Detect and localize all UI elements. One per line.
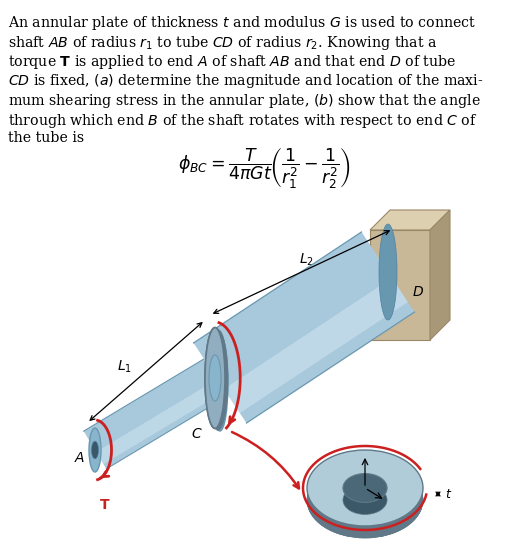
Ellipse shape (307, 462, 423, 538)
Ellipse shape (92, 441, 98, 459)
Ellipse shape (205, 327, 225, 429)
Text: $D$: $D$ (412, 285, 424, 299)
Text: $L_2$: $L_2$ (299, 252, 314, 268)
Ellipse shape (307, 450, 423, 526)
Ellipse shape (208, 330, 228, 430)
Ellipse shape (209, 355, 221, 401)
Text: torque $\mathbf{T}$ is applied to end $A$ of shaft $AB$ and that end $D$ of tube: torque $\mathbf{T}$ is applied to end $A… (8, 53, 456, 71)
Polygon shape (96, 380, 223, 464)
Text: An annular plate of thickness $t$ and modulus $G$ is used to connect: An annular plate of thickness $t$ and mo… (8, 14, 476, 32)
Polygon shape (194, 232, 414, 423)
Polygon shape (422, 488, 423, 500)
Text: $L_1$: $L_1$ (116, 358, 132, 375)
Ellipse shape (343, 474, 387, 503)
Ellipse shape (343, 485, 387, 514)
Text: $CD$ is fixed, $(a)$ determine the magnitude and location of the maxi-: $CD$ is fixed, $(a)$ determine the magni… (8, 72, 484, 91)
Polygon shape (84, 359, 226, 469)
Text: $C$: $C$ (191, 427, 203, 441)
Text: $t$: $t$ (445, 488, 452, 500)
Text: shaft $AB$ of radius $r_1$ to tube $CD$ of radius $r_2$. Knowing that a: shaft $AB$ of radius $r_1$ to tube $CD$ … (8, 33, 437, 52)
Text: $\phi_{BC} = \dfrac{T}{4\pi G t}\!\left(\dfrac{1}{r_1^2} - \dfrac{1}{r_2^2}\righ: $\phi_{BC} = \dfrac{T}{4\pi G t}\!\left(… (178, 146, 350, 191)
Polygon shape (430, 210, 450, 340)
Polygon shape (370, 210, 450, 230)
Ellipse shape (212, 335, 228, 431)
Text: $r_2$: $r_2$ (370, 464, 382, 478)
Polygon shape (307, 488, 308, 500)
Ellipse shape (205, 327, 225, 429)
Ellipse shape (307, 462, 423, 538)
Text: mum shearing stress in the annular plate, $(b)$ show that the angle: mum shearing stress in the annular plate… (8, 92, 481, 110)
Ellipse shape (215, 361, 224, 405)
Polygon shape (370, 230, 430, 340)
Text: $\mathbf{T}$: $\mathbf{T}$ (99, 498, 111, 512)
Ellipse shape (379, 224, 397, 320)
Text: $A$: $A$ (75, 451, 86, 465)
Ellipse shape (89, 428, 101, 472)
Polygon shape (224, 278, 408, 413)
Text: $r_1$: $r_1$ (390, 498, 402, 513)
Text: $B$: $B$ (227, 379, 238, 393)
Text: through which end $B$ of the shaft rotates with respect to end $C$ of: through which end $B$ of the shaft rotat… (8, 112, 478, 130)
Text: the tube is: the tube is (8, 131, 84, 145)
